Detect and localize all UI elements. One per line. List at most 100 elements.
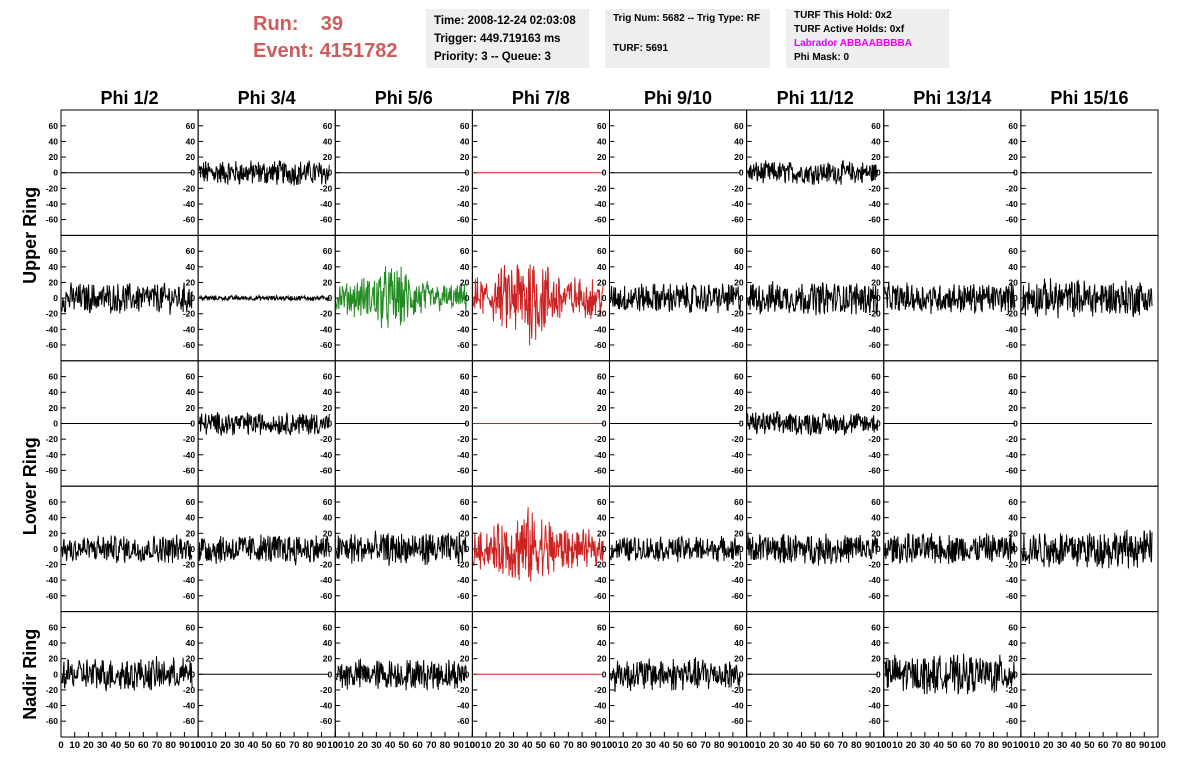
y-tick-label: 40	[460, 387, 470, 397]
y-tick-label: 20	[597, 654, 607, 664]
y-tick-label: 40	[871, 262, 881, 272]
x-tick-label: 50	[536, 740, 547, 751]
y-tick-label: -20	[731, 560, 744, 570]
y-tick-label: -60	[594, 340, 607, 350]
y-tick-label: -60	[457, 465, 470, 475]
y-tick-label: 20	[49, 277, 59, 287]
y-tick-label: -20	[320, 434, 333, 444]
y-tick-label: 0	[602, 669, 607, 679]
y-tick-label: -20	[1006, 434, 1019, 444]
y-tick-label: 40	[1008, 513, 1018, 523]
x-tick-label: 40	[659, 740, 670, 751]
y-tick-label: 0	[739, 168, 744, 178]
column-header: Phi 5/6	[375, 88, 433, 108]
x-tick-label: 80	[440, 740, 451, 751]
y-tick-label: 40	[871, 136, 881, 146]
waveform-trace	[1021, 529, 1153, 569]
y-tick-label: -60	[594, 465, 607, 475]
y-tick-label: 20	[49, 403, 59, 413]
y-tick-label: 20	[49, 654, 59, 664]
y-tick-label: 20	[323, 277, 333, 287]
y-tick-label: 40	[49, 513, 59, 523]
x-tick-label: 40	[385, 740, 396, 751]
y-tick-label: 0	[465, 168, 470, 178]
x-tick-label: 0	[195, 740, 200, 751]
y-tick-label: -40	[320, 450, 333, 460]
priority-text: Priority: 3 -- Queue: 3	[434, 51, 551, 63]
x-tick-label: 90	[865, 740, 876, 751]
y-tick-label: -20	[868, 685, 881, 695]
run-value: 39	[320, 13, 344, 35]
y-tick-label: 40	[597, 262, 607, 272]
x-tick-label: 90	[316, 740, 327, 751]
y-tick-label: 20	[186, 528, 196, 538]
x-tick-label: 40	[796, 740, 807, 751]
y-tick-label: 20	[460, 528, 470, 538]
y-tick-label: 20	[871, 403, 881, 413]
waveform-trace	[198, 412, 330, 436]
y-tick-label: -20	[1006, 309, 1019, 319]
x-tick-label: 90	[1139, 740, 1150, 751]
y-tick-label: 0	[739, 544, 744, 554]
x-tick-label: 90	[728, 740, 739, 751]
y-tick-label: -40	[457, 324, 470, 334]
y-tick-label: 60	[49, 246, 59, 256]
y-tick-label: 60	[734, 246, 744, 256]
turf-text: TURF: 5691	[613, 43, 669, 54]
y-tick-label: 20	[323, 528, 333, 538]
y-tick-label: 0	[190, 293, 195, 303]
x-tick-label: 30	[782, 740, 793, 751]
y-tick-label: -20	[46, 183, 59, 193]
y-tick-label: 60	[460, 372, 470, 382]
y-tick-label: -40	[457, 450, 470, 460]
y-tick-label: 60	[597, 121, 607, 131]
y-tick-label: 0	[602, 168, 607, 178]
y-tick-label: -60	[868, 340, 881, 350]
waveform-trace	[610, 657, 741, 693]
y-tick-label: -20	[46, 560, 59, 570]
x-tick-label: 50	[1084, 740, 1095, 751]
y-tick-label: 0	[1013, 669, 1018, 679]
x-tick-label: 50	[124, 740, 135, 751]
y-tick-label: 0	[53, 544, 58, 554]
y-tick-label: 40	[460, 136, 470, 146]
x-tick-label: 80	[1125, 740, 1136, 751]
y-tick-label: 60	[323, 372, 333, 382]
x-tick-label: 100	[1013, 740, 1029, 751]
y-tick-label: -40	[320, 199, 333, 209]
y-tick-label: 20	[460, 403, 470, 413]
y-tick-label: 40	[49, 638, 59, 648]
x-tick-label: 60	[549, 740, 560, 751]
y-tick-label: -40	[731, 199, 744, 209]
x-tick-label: 10	[618, 740, 629, 751]
y-tick-label: 20	[871, 528, 881, 538]
y-tick-label: -20	[1006, 183, 1019, 193]
x-tick-label: 60	[138, 740, 149, 751]
x-tick-label: 90	[590, 740, 601, 751]
trigger-text: Trigger: 449.719163 ms	[434, 33, 561, 45]
y-tick-label: 60	[186, 121, 196, 131]
y-tick-label: -40	[183, 324, 196, 334]
y-tick-label: -60	[1006, 340, 1019, 350]
y-tick-label: 40	[323, 387, 333, 397]
time-text: Time: 2008-12-24 02:03:08	[434, 15, 576, 27]
x-tick-label: 80	[577, 740, 588, 751]
y-tick-label: -40	[868, 199, 881, 209]
x-tick-label: 60	[412, 740, 423, 751]
y-tick-label: -20	[46, 309, 59, 319]
y-tick-label: 0	[190, 544, 195, 554]
turf-active-holds-text: TURF Active Holds: 0xf	[794, 24, 905, 35]
row-label: Lower Ring	[20, 437, 40, 535]
x-tick-label: 70	[563, 740, 574, 751]
column-header: Phi 13/14	[913, 88, 991, 108]
y-tick-label: 60	[597, 497, 607, 507]
y-tick-label: 20	[49, 152, 59, 162]
y-tick-label: 60	[1008, 372, 1018, 382]
x-tick-label: 70	[1112, 740, 1123, 751]
y-tick-label: 20	[323, 152, 333, 162]
row-label: Nadir Ring	[20, 629, 40, 720]
y-tick-label: -40	[457, 575, 470, 585]
y-tick-label: 0	[876, 293, 881, 303]
y-tick-label: -60	[46, 591, 59, 601]
y-tick-label: -20	[868, 309, 881, 319]
